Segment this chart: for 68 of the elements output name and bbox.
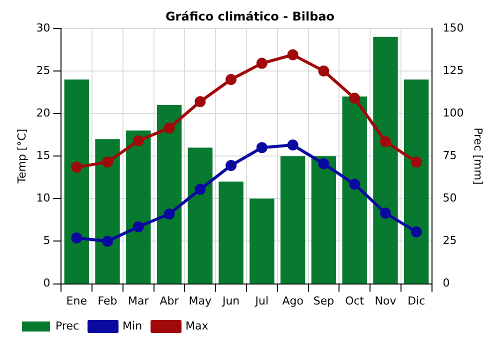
bar [126,130,151,284]
point [226,74,237,85]
point [132,135,144,146]
y2-tick-label: 150 [442,21,464,34]
point [349,92,360,104]
y2-tick-label: 0 [442,276,450,290]
point [102,156,114,168]
x-tick-label: Sep [313,294,334,308]
point [380,208,391,219]
bar [373,36,398,284]
bar [188,148,213,284]
bar [218,182,244,284]
y-tick-label: 25 [36,64,50,77]
point [410,226,422,238]
y-tick-label: 30 [36,21,50,34]
bar [64,79,89,284]
point [318,65,330,76]
x-tick-label: Jun [221,294,240,308]
legend-label: Prec [56,319,80,332]
point [164,208,175,220]
legend-label: Max [186,319,209,332]
point [287,140,298,151]
y-tick-label: 15 [36,148,50,162]
bar [311,156,336,284]
x-tick-label: Jul [254,294,269,308]
point [410,156,422,168]
y2-tick-label: 100 [442,106,464,120]
point [226,160,237,171]
x-tick-label: Feb [98,294,118,308]
point [194,96,206,108]
point [256,58,268,69]
y-tick-label: 5 [43,234,50,248]
y-axis-title: Temp [°C] [15,128,28,184]
point [287,49,298,60]
y2-axis-title: Prec [mm] [472,128,485,185]
point [71,232,82,244]
x-tick-label: Ene [66,294,88,308]
bar [156,105,182,284]
y2-tick-label: 75 [442,148,457,162]
x-tick-label: Nov [374,294,397,308]
x-tick-label: Mar [128,294,150,308]
legend-label: Min [122,319,142,332]
point [194,184,206,195]
bar [280,156,306,284]
chart-title: Gráfico climático - Bilbao [165,9,335,24]
y-tick-label: 0 [43,276,50,290]
y2-tick-label: 25 [442,234,457,248]
point [164,122,175,134]
x-tick-label: May [188,294,212,308]
point [132,221,144,232]
bar [342,96,367,284]
y-tick-label: 20 [36,106,50,120]
point [380,136,391,148]
point [71,162,82,173]
x-tick-label: Oct [345,294,365,308]
x-tick-label: Dic [408,294,426,308]
y2-tick-label: 50 [442,192,457,205]
bar [404,79,429,284]
x-tick-label: Ago [282,294,304,308]
point [256,142,268,154]
point [102,236,114,247]
bar [250,198,274,284]
point [349,178,360,190]
x-tick-label: Abr [160,294,180,308]
bar [95,139,120,284]
y2-tick-label: 125 [442,64,464,77]
y-tick-label: 10 [36,192,50,205]
point [318,158,330,170]
